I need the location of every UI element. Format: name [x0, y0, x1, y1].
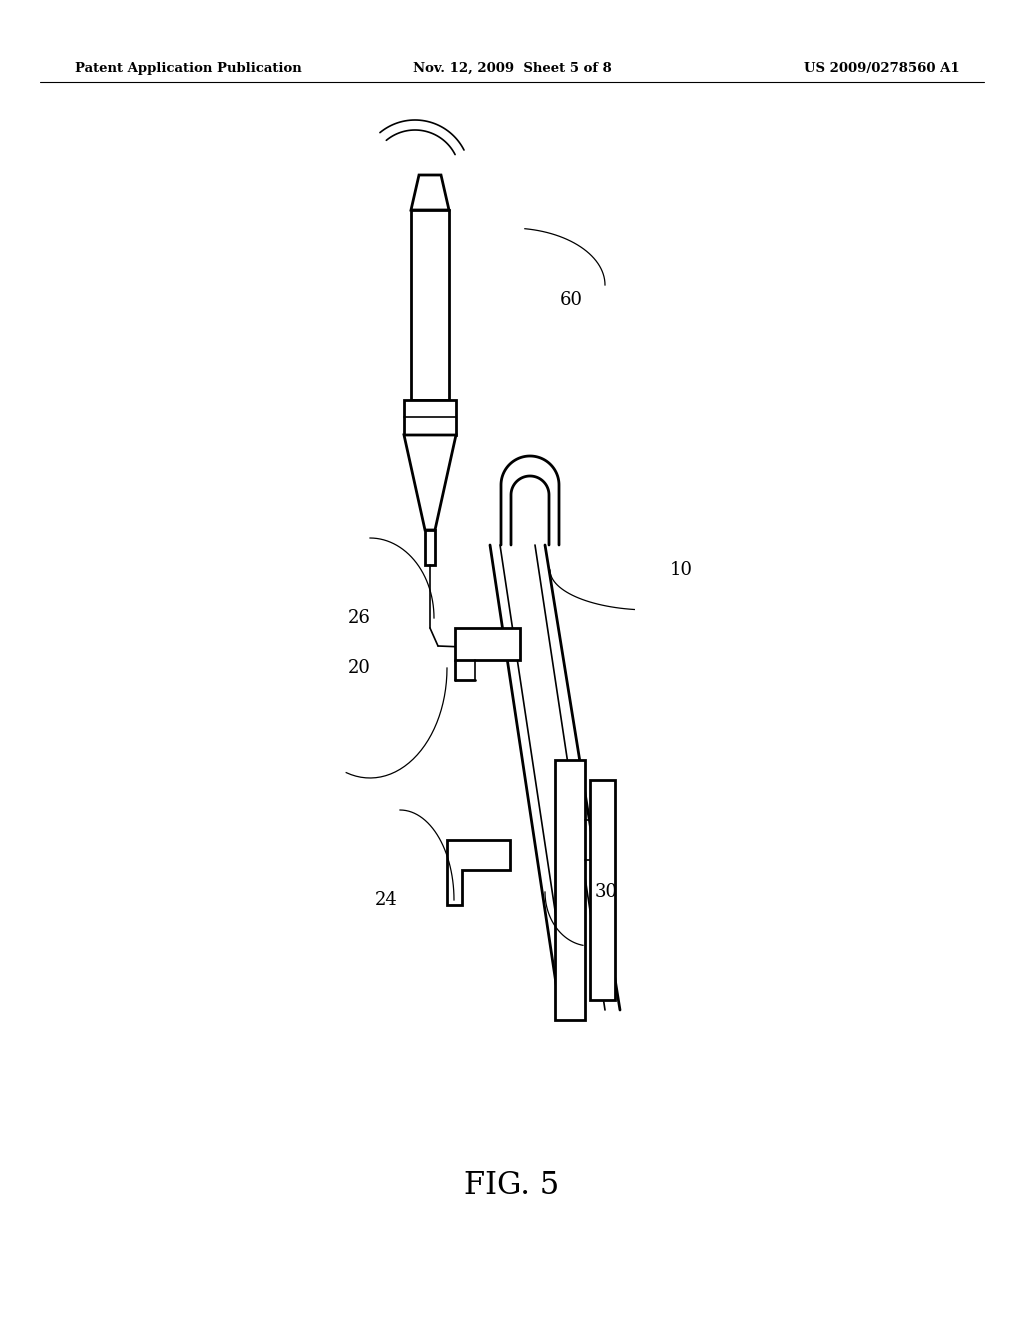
Polygon shape: [404, 436, 456, 531]
Text: 26: 26: [348, 609, 371, 627]
Polygon shape: [447, 840, 510, 906]
Text: 60: 60: [560, 290, 583, 309]
Polygon shape: [404, 400, 456, 436]
Polygon shape: [411, 210, 449, 400]
Polygon shape: [555, 760, 585, 1020]
Polygon shape: [590, 780, 615, 1001]
Polygon shape: [411, 176, 449, 210]
Polygon shape: [425, 531, 435, 565]
Polygon shape: [455, 628, 520, 660]
Text: Patent Application Publication: Patent Application Publication: [75, 62, 302, 75]
Text: 10: 10: [670, 561, 693, 579]
Text: 20: 20: [348, 659, 371, 677]
Text: FIG. 5: FIG. 5: [464, 1170, 560, 1200]
Text: US 2009/0278560 A1: US 2009/0278560 A1: [805, 62, 961, 75]
Text: 30: 30: [595, 883, 618, 902]
Text: 24: 24: [375, 891, 397, 909]
Text: Nov. 12, 2009  Sheet 5 of 8: Nov. 12, 2009 Sheet 5 of 8: [413, 62, 611, 75]
